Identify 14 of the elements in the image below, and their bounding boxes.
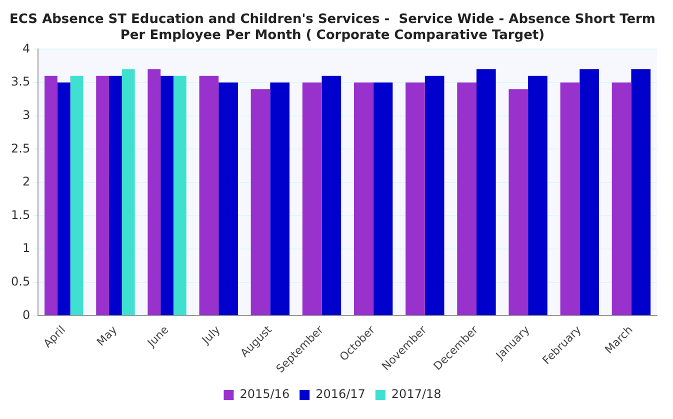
y-tick-label: 4 [22,41,30,56]
y-tick-label: 2.5 [10,141,30,156]
text: Per Employee Per Month ( Corporate Comparative Target) [120,28,545,43]
y-tick-label: 2 [22,174,30,189]
y-tick-label: 0 [22,308,30,322]
y-tick-label: 1 [22,241,30,256]
legend-label: 2016/17 [316,387,366,402]
y-tick-label: 3.5 [10,74,30,89]
y-tick-label: 0.5 [10,274,30,288]
y-tick-label: 1.5 [10,208,30,222]
legend-label: 2015/16 [240,387,290,402]
text: ECS Absence ST Education and Children's Services - Service Wide - Absence Short Term [10,12,656,28]
y-tick-label: 3 [22,108,30,122]
legend-label: 2017/18 [391,387,442,402]
